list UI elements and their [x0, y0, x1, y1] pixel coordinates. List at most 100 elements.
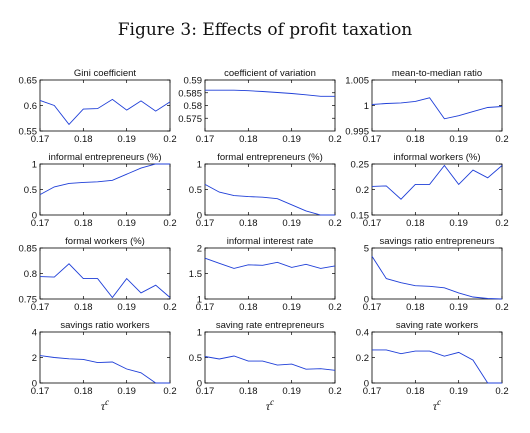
x-tick-label: 0.2 [163, 218, 176, 229]
y-tick-label: 1 [197, 160, 202, 171]
y-tick-label: 0.585 [178, 88, 202, 99]
plot-frame [39, 247, 171, 300]
x-tick-label: 0.17 [31, 134, 50, 145]
x-tick-label: 0.18 [239, 218, 258, 229]
y-tick-label: 2 [32, 353, 37, 364]
plot-frame [371, 163, 503, 216]
x-tick-label: 0.19 [449, 134, 468, 145]
y-tick-label: 0 [364, 379, 369, 390]
y-tick-label: 0.5 [24, 185, 37, 196]
y-tick-label: 1.5 [189, 269, 202, 280]
x-tick-label: 0.19 [117, 302, 136, 313]
series-line [39, 163, 170, 195]
panel-5: formal entrepreneurs (%) 0 0.5 1 0.17 0.18 0.1… [189, 152, 342, 229]
x-tick-label: 0.18 [406, 302, 425, 313]
x-tick-label: 0.18 [406, 218, 425, 229]
x-tick-label: 0.18 [406, 386, 425, 397]
panel-title: coefficient of variation [224, 68, 316, 79]
x-tick-label: 0.2 [163, 134, 176, 145]
x-tick-label: 0.2 [495, 386, 508, 397]
x-axis-label: τc [266, 397, 274, 413]
panel-3: mean-to-median ratio 0.995 1 1.005 0.17 0.18 0… [345, 68, 508, 145]
y-tick-label: 0.995 [345, 127, 369, 138]
y-tick-label: 1.005 [345, 76, 369, 87]
x-tick-label: 0.18 [406, 134, 425, 145]
series-line [204, 257, 336, 269]
x-tick-label: 0.17 [363, 302, 382, 313]
y-tick-label: 4 [32, 328, 37, 339]
series-line [39, 98, 171, 126]
y-tick-label: 0.2 [356, 353, 369, 364]
plot-frame [204, 79, 336, 132]
panel-title: formal workers (%) [65, 236, 145, 247]
y-tick-label: 0.575 [178, 114, 202, 125]
plot-frame [39, 79, 171, 132]
y-tick-label: 1 [197, 328, 202, 339]
y-tick-label: 0.85 [19, 244, 38, 255]
x-tick-label: 0.19 [449, 386, 468, 397]
y-tick-label: 0.15 [351, 211, 370, 222]
x-tick-label: 0.19 [117, 386, 136, 397]
y-tick-label: 0.5 [189, 353, 202, 364]
x-tick-label: 0.2 [328, 218, 341, 229]
y-tick-label: 0 [32, 379, 37, 390]
x-tick-label: 0.17 [363, 218, 382, 229]
x-tick-label: 0.17 [31, 386, 50, 397]
series-line [39, 263, 171, 299]
x-tick-label: 0.2 [328, 386, 341, 397]
x-tick-label: 0.18 [74, 386, 93, 397]
y-tick-label: 1 [32, 160, 37, 171]
series-line [371, 164, 503, 200]
panel-11: saving rate entrepreneurs 0 0.5 1 0.17 0.18 0.… [189, 320, 342, 413]
panel-4: informal entrepreneurs (%) 0 0.5 1 0.17 0.18 0… [24, 152, 177, 229]
y-tick-label: 5 [364, 244, 369, 255]
panel-12: saving rate workers 0 0.2 0.4 0.17 0.18 0.19 0.… [356, 320, 509, 413]
x-tick-label: 0.19 [449, 302, 468, 313]
x-tick-label: 0.17 [31, 218, 50, 229]
x-tick-label: 0.17 [363, 386, 382, 397]
panel-title: savings ratio workers [60, 320, 149, 331]
y-tick-label: 0.25 [351, 160, 370, 171]
x-tick-label: 0.2 [163, 302, 176, 313]
x-tick-label: 0.19 [282, 134, 301, 145]
x-tick-label: 0.19 [449, 218, 468, 229]
y-tick-label: 1 [197, 295, 202, 306]
x-tick-label: 0.19 [117, 218, 136, 229]
x-tick-label: 0.18 [239, 134, 258, 145]
plot-frame [371, 247, 503, 300]
y-tick-label: 0.6 [24, 101, 37, 112]
series-line [39, 355, 170, 384]
panel-9: savings ratio entrepreneurs 0 5 0.17 0.18 0.1… [363, 236, 509, 313]
x-tick-label: 0.19 [282, 386, 301, 397]
y-tick-label: 0 [197, 379, 202, 390]
x-axis-label: τc [433, 397, 441, 413]
y-tick-label: 0 [364, 295, 369, 306]
plot-frame [39, 331, 171, 384]
panel-10: savings ratio workers 0 2 4 0.17 0.18 0.19 0.2 τ… [31, 320, 177, 413]
plot-frame [204, 247, 336, 300]
x-tick-label: 0.2 [495, 302, 508, 313]
series-line [205, 89, 335, 97]
series-line [204, 355, 336, 371]
x-tick-label: 0.2 [328, 134, 341, 145]
panel-title: saving rate workers [396, 320, 479, 331]
x-tick-label: 0.18 [239, 302, 258, 313]
y-tick-label: 0.75 [19, 295, 38, 306]
y-tick-label: 0.58 [184, 101, 203, 112]
panel-title: informal entrepreneurs (%) [49, 152, 162, 163]
x-tick-label: 0.17 [196, 218, 215, 229]
y-tick-label: 0.5 [189, 185, 202, 196]
x-tick-label: 0.17 [196, 134, 215, 145]
x-axis-label: τc [101, 397, 109, 413]
panel-8: informal interest rate 1 1.5 2 0.17 0.18 0.19 0… [189, 236, 342, 313]
panel-2: coefficient of variation 0.575 0.58 0.585 0.… [178, 68, 341, 145]
x-tick-label: 0.18 [74, 302, 93, 313]
x-tick-label: 0.2 [328, 302, 341, 313]
x-tick-label: 0.19 [282, 302, 301, 313]
x-tick-label: 0.2 [163, 386, 176, 397]
plot-frame [371, 79, 503, 132]
series-line [204, 184, 335, 216]
x-tick-label: 0.18 [239, 386, 258, 397]
y-tick-label: 2 [197, 244, 202, 255]
